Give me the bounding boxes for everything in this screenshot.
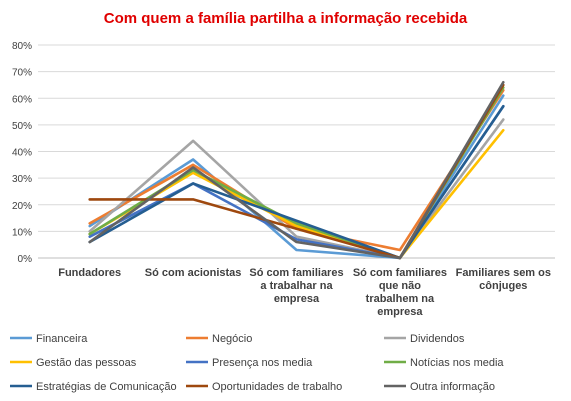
legend: Financeira Negócio Dividendos Gestão das pe…	[10, 333, 504, 393]
y-tick-label: 10%	[12, 227, 32, 238]
x-axis: Fundadores Só com acionistas Só com famili…	[58, 267, 551, 318]
y-tick-label: 80%	[12, 41, 32, 52]
legend-label: Oportunidades de trabalho	[212, 381, 342, 393]
x-tick-label: Só com familiares a trabalhar na empresa	[249, 267, 343, 305]
y-tick-label: 0%	[18, 254, 33, 265]
legend-label: Financeira	[36, 333, 88, 345]
legend-label: Outra informação	[410, 381, 495, 393]
chart-title: Com quem a família partilha a informação…	[103, 10, 468, 27]
y-tick-label: 40%	[12, 148, 32, 159]
series-line	[88, 118, 505, 260]
series-line	[88, 94, 505, 260]
series-line	[88, 104, 505, 260]
x-tick-label: Só com familiares que não trabalhem na empr…	[353, 267, 447, 318]
series-line	[88, 80, 505, 260]
x-tick-label: Só com acionistas	[145, 267, 242, 279]
legend-label: Dividendos	[410, 333, 465, 345]
gridlines	[38, 44, 555, 259]
legend-label: Notícias nos media	[410, 357, 504, 369]
legend-label: Negócio	[212, 333, 252, 345]
series-line	[88, 83, 505, 260]
x-tick-label: Familiares sem os cônjuges	[456, 267, 551, 292]
y-tick-label: 30%	[12, 174, 32, 185]
y-tick-label: 70%	[12, 68, 32, 79]
series-line	[88, 86, 505, 260]
legend-label: Estratégias de Comunicação	[36, 381, 177, 393]
x-tick-label: Fundadores	[58, 267, 121, 279]
y-tick-label: 50%	[12, 121, 32, 132]
legend-label: Presença nos media	[212, 357, 313, 369]
y-tick-label: 60%	[12, 94, 32, 105]
series-lines	[88, 80, 505, 260]
legend-label: Gestão das pessoas	[36, 357, 137, 369]
y-axis: 0% 10% 20% 30% 40% 50% 60% 70% 80%	[12, 41, 32, 265]
y-tick-label: 20%	[12, 201, 32, 212]
